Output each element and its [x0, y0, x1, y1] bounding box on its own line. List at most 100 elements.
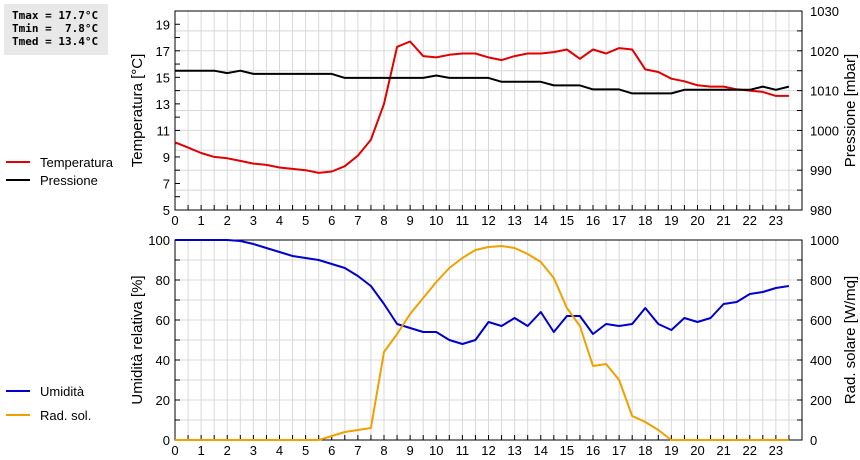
x-tick-label: 6: [328, 213, 335, 228]
x-tick-label: 3: [250, 213, 257, 228]
series-temperaturaline: [174, 40, 789, 174]
x-tick-label: 4: [276, 213, 283, 228]
x-tick-label: 19: [664, 443, 678, 458]
humidity-radiation-chart: 0 1 2 3 4 5 6 7 8 9 10 11 12 13 14 15 16 17 18 19 20 21 22 2302…: [129, 233, 859, 458]
legend-label: Pressione: [40, 172, 98, 188]
y2-tick-label: 800: [810, 273, 832, 288]
x-tick-label: 16: [586, 443, 600, 458]
series-umidit-line: [175, 239, 790, 345]
x-tick-label: 15: [560, 213, 574, 228]
x-tick-label: 7: [354, 213, 361, 228]
tmax-stat: Tmax = 17.7°C: [12, 9, 99, 22]
legend-item-umidita: Umidità: [6, 382, 91, 400]
legend-item-temperatura: Temperatura: [6, 153, 113, 171]
x-tick-label: 23: [769, 443, 783, 458]
x-tick-label: 4: [276, 443, 283, 458]
y-tick-label: 13: [156, 97, 170, 112]
y-tick-label: 80: [156, 273, 170, 288]
tmin-stat: Tmin = 7.8°C: [12, 22, 99, 35]
x-tick-label: 11: [456, 443, 470, 458]
y2-tick-label: 1000: [810, 233, 839, 248]
tmed-stat: Tmed = 13.4°C: [12, 35, 99, 48]
y2-tick-label: 400: [810, 353, 832, 368]
x-tick-label: 21: [716, 213, 730, 228]
y2-axis-label: Pressione [mbar]: [842, 54, 859, 167]
x-tick-label: 6: [328, 443, 335, 458]
y-tick-label: 7: [163, 176, 170, 191]
y-tick-label: 15: [156, 70, 170, 85]
x-tick-label: 8: [380, 213, 387, 228]
y2-tick-label: 0: [810, 433, 817, 448]
series-rad-sol-line: [175, 245, 789, 441]
x-tick-label: 20: [690, 443, 704, 458]
y-tick-label: 5: [163, 203, 170, 218]
y-tick-label: 60: [156, 313, 170, 328]
x-tick-label: 18: [638, 443, 652, 458]
x-tick-label: 12: [481, 213, 495, 228]
x-tick-label: 22: [743, 213, 757, 228]
legend-label: Rad. sol.: [40, 407, 92, 423]
y2-tick-label: 1000: [810, 123, 839, 138]
series-pressioneline: [175, 69, 790, 95]
x-tick-label: 9: [407, 443, 414, 458]
pressione-swatch-icon: [6, 179, 30, 181]
x-tick-label: 1: [198, 443, 205, 458]
x-tick-label: 0: [171, 443, 178, 458]
y-tick-label: 11: [157, 123, 171, 138]
x-tick-label: 0: [171, 213, 178, 228]
y-tick-label: 17: [156, 44, 170, 59]
y-tick-label: 20: [156, 393, 170, 408]
x-tick-label: 17: [612, 443, 626, 458]
y2-tick-label: 990: [810, 163, 832, 178]
temperatura-swatch-icon: [6, 161, 30, 163]
x-tick-label: 14: [534, 213, 548, 228]
x-tick-label: 17: [612, 213, 626, 228]
legend-item-rad-sol: Rad. sol.: [6, 406, 91, 424]
temperature-stats-box: Tmax = 17.7°C Tmin = 7.8°C Tmed = 13.4°C: [4, 4, 108, 55]
umidita-swatch-icon: [6, 390, 30, 392]
x-tick-label: 8: [380, 443, 387, 458]
x-tick-label: 14: [534, 443, 548, 458]
y-tick-label: 100: [148, 233, 170, 248]
y2-tick-label: 1020: [810, 44, 839, 59]
y2-tick-label: 200: [810, 393, 832, 408]
y-tick-label: 40: [156, 353, 170, 368]
x-tick-label: 5: [302, 213, 309, 228]
legend-top: Temperatura Pressione: [6, 153, 113, 189]
legend-label: Temperatura: [40, 154, 113, 170]
legend-label: Umidità: [40, 383, 85, 399]
y2-axis-label: Rad. solare [W/mq]: [842, 276, 859, 404]
x-tick-label: 2: [224, 443, 231, 458]
x-tick-label: 5: [302, 443, 309, 458]
legend-item-pressione: Pressione: [6, 171, 113, 189]
y-tick-label: 9: [163, 150, 170, 165]
x-tick-label: 15: [560, 443, 574, 458]
x-tick-label: 3: [250, 443, 257, 458]
x-tick-label: 18: [638, 213, 652, 228]
y-axis-label: Temperatura [°C]: [129, 54, 146, 168]
y2-tick-label: 600: [810, 313, 832, 328]
x-tick-label: 9: [407, 213, 414, 228]
x-tick-label: 21: [716, 443, 730, 458]
legend-bottom: Umidità Rad. sol.: [6, 382, 91, 424]
x-tick-label: 10: [429, 443, 443, 458]
y2-tick-label: 1030: [810, 4, 839, 19]
y-tick-label: 0: [163, 433, 170, 448]
rad-sol-swatch-icon: [6, 414, 30, 416]
x-tick-label: 2: [224, 213, 231, 228]
y-axis-label: Umidità relativa [%]: [129, 275, 146, 404]
x-tick-label: 13: [507, 443, 521, 458]
x-tick-label: 20: [690, 213, 704, 228]
x-tick-label: 11: [456, 213, 470, 228]
x-tick-label: 1: [198, 213, 205, 228]
x-tick-label: 19: [664, 213, 678, 228]
y2-tick-label: 1010: [810, 84, 839, 99]
x-tick-label: 12: [481, 443, 495, 458]
x-tick-label: 23: [769, 213, 783, 228]
x-tick-label: 10: [429, 213, 443, 228]
x-tick-label: 16: [586, 213, 600, 228]
temperature-pressure-chart: 0 1 2 3 4 5 6 7 8 9 10 11 12 13 14 15 16 17 18 19 20 21 22 2357…: [129, 4, 859, 228]
x-tick-label: 7: [354, 443, 361, 458]
x-tick-label: 13: [507, 213, 521, 228]
